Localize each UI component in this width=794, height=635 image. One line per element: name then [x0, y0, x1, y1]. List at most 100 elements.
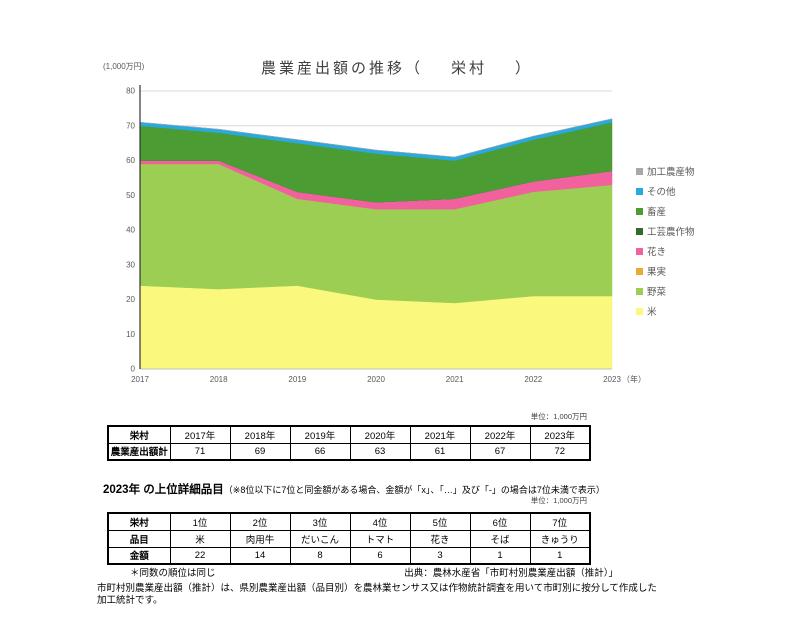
x-tick-label: 2018 — [210, 375, 228, 384]
data-row: 金額 22 14 8 6 3 1 1 — [107, 546, 591, 565]
legend-item-3: 工芸農作物 — [636, 221, 695, 241]
x-tick-label: 2023 — [603, 375, 621, 384]
x-tick-label: 2022 — [524, 375, 542, 384]
value-cell: きゅうり — [529, 529, 591, 548]
chart-title: 農業産出額の推移（ 栄村 ） — [0, 57, 794, 78]
value-cell: 1 — [469, 546, 531, 565]
value-cell: 2019年 — [289, 425, 351, 444]
legend-label: その他 — [647, 187, 676, 198]
value-cell: 72 — [529, 442, 591, 461]
value-cell: 2022年 — [469, 425, 531, 444]
value-cell: 2018年 — [229, 425, 291, 444]
y-tick-label: 60 — [126, 156, 135, 165]
table2-unit-note: 単位：1,000万円 — [530, 496, 587, 505]
legend-item-1: その他 — [636, 181, 695, 201]
value-cell: 2020年 — [349, 425, 411, 444]
value-cell: そば — [469, 529, 531, 548]
y-tick-label: 80 — [126, 87, 135, 96]
legend-swatch-icon — [636, 167, 643, 175]
legend-swatch-icon — [636, 227, 643, 235]
value-cell: 2021年 — [409, 425, 471, 444]
legend-swatch-icon — [636, 247, 643, 255]
y-tick-label: 70 — [126, 121, 135, 130]
value-cell: 1位 — [169, 512, 231, 531]
table1-unit-note: 単位：1,000万円 — [530, 412, 587, 421]
header-row: 栄村 1位 2位 3位 4位 5位 6位 7位 — [107, 512, 591, 531]
source-note: 出典：農林水産省「市町村別農業産出額（推計）」 — [404, 568, 618, 579]
value-cell: 花き — [409, 529, 471, 548]
value-cell: 61 — [409, 442, 471, 461]
x-axis-suffix: （年） — [622, 374, 646, 384]
row-header-cell: 栄村 — [107, 425, 171, 444]
footer-description: 市町村別農業産出額（推計）は、県別農業産出額（品目別）を農林業センサス又は作物統… — [97, 583, 687, 607]
value-cell: だいこん — [289, 529, 351, 548]
footer-line-1: 市町村別農業産出額（推計）は、県別農業産出額（品目別）を農林業センサス又は作物統… — [97, 583, 657, 594]
y-tick-label: 20 — [126, 295, 135, 304]
legend-label: 加工農産物 — [647, 167, 695, 178]
value-cell: 5位 — [409, 512, 471, 531]
legend-swatch-icon — [636, 287, 643, 295]
y-tick-label: 0 — [131, 365, 136, 374]
x-tick-label: 2020 — [367, 375, 385, 384]
rank-note: ＊同数の順位は同じ — [130, 568, 216, 579]
value-cell: 69 — [229, 442, 291, 461]
row-header-cell: 農業産出額計 — [107, 442, 171, 461]
legend-item-0: 加工農産物 — [636, 161, 695, 181]
y-tick-label: 30 — [126, 260, 135, 269]
legend-item-5: 果実 — [636, 261, 695, 281]
value-cell: 2023年 — [529, 425, 591, 444]
value-cell: 3位 — [289, 512, 351, 531]
row-header-cell: 金額 — [107, 546, 171, 565]
value-cell: 2位 — [229, 512, 291, 531]
data-row: 農業産出額計 71 69 66 63 61 67 72 — [107, 442, 591, 461]
legend-swatch-icon — [636, 267, 643, 275]
legend-swatch-icon — [636, 187, 643, 195]
row-header-cell: 品目 — [107, 529, 171, 548]
legend-item-2: 畜産 — [636, 201, 695, 221]
section2-heading-note: （※8位以下に7位と同金額がある場合、金額が「x」、「…」及び「-」の場合は7位… — [223, 485, 605, 495]
chart-legend: 加工農産物その他畜産工芸農作物花き果実野菜米 — [636, 161, 695, 321]
value-cell: 米 — [169, 529, 231, 548]
legend-label: 果実 — [647, 267, 667, 278]
legend-item-4: 花き — [636, 241, 695, 261]
legend-swatch-icon — [636, 207, 643, 215]
data-row: 品目米肉用牛 だいこん トマト 花き そば きゅうり — [107, 529, 591, 548]
x-tick-label: 2019 — [288, 375, 306, 384]
value-cell: 6位 — [469, 512, 531, 531]
area-series-7 — [139, 118, 613, 158]
stacked-area-chart: 0 10 20 30 40 50 60 70 80 2017 2018 2019 2020 2021 202… — [126, 85, 646, 384]
header-row: 栄村 2017年 2018年 2019年 2020年 2021年 2022年 2023年 — [107, 425, 591, 444]
x-tick-label: 2021 — [446, 375, 464, 384]
row-header-cell: 栄村 — [107, 512, 171, 531]
section2-heading-bold: 2023年 の上位詳細品目 — [103, 484, 224, 496]
value-cell: 肉用牛 — [229, 529, 291, 548]
value-cell: 6 — [349, 546, 411, 565]
value-cell: トマト — [349, 529, 411, 548]
value-cell: 22 — [169, 546, 231, 565]
x-tick-label: 2017 — [131, 375, 149, 384]
value-cell: 14 — [229, 546, 291, 565]
value-cell: 4位 — [349, 512, 411, 531]
footer-line-2: 加工統計です。 — [97, 595, 163, 606]
legend-item-7: 米 — [636, 301, 695, 321]
legend-label: 花き — [647, 247, 667, 258]
value-cell: 3 — [409, 546, 471, 565]
legend-label: 米 — [647, 307, 657, 318]
value-cell: 8 — [289, 546, 351, 565]
chart-title-region: 栄村 — [450, 60, 487, 77]
value-cell: 2017年 — [169, 425, 231, 444]
legend-item-6: 野菜 — [636, 281, 695, 301]
value-cell: 7位 — [529, 512, 591, 531]
y-axis-unit-label: (1,000万円) — [103, 62, 145, 71]
y-tick-label: 10 — [126, 330, 135, 339]
value-cell: 71 — [169, 442, 231, 461]
legend-label: 工芸農作物 — [647, 227, 695, 238]
y-tick-label: 40 — [126, 226, 135, 235]
value-cell: 67 — [469, 442, 531, 461]
chart-title-suffix: ） — [515, 60, 534, 77]
section2-heading: 2023年 の上位詳細品目（※8位以下に7位と同金額がある場合、金額が「x」、「… — [103, 480, 605, 498]
top-items-table: 栄村 1位 2位 3位 4位 5位 6位 7位 品目米肉用牛 だいこん トマト 花き そば きゅうり 金額 2… — [107, 512, 591, 565]
legend-swatch-icon — [636, 307, 643, 315]
output-total-table: 栄村 2017年 2018年 2019年 2020年 2021年 2022年 2023年 農業産… — [107, 425, 591, 461]
